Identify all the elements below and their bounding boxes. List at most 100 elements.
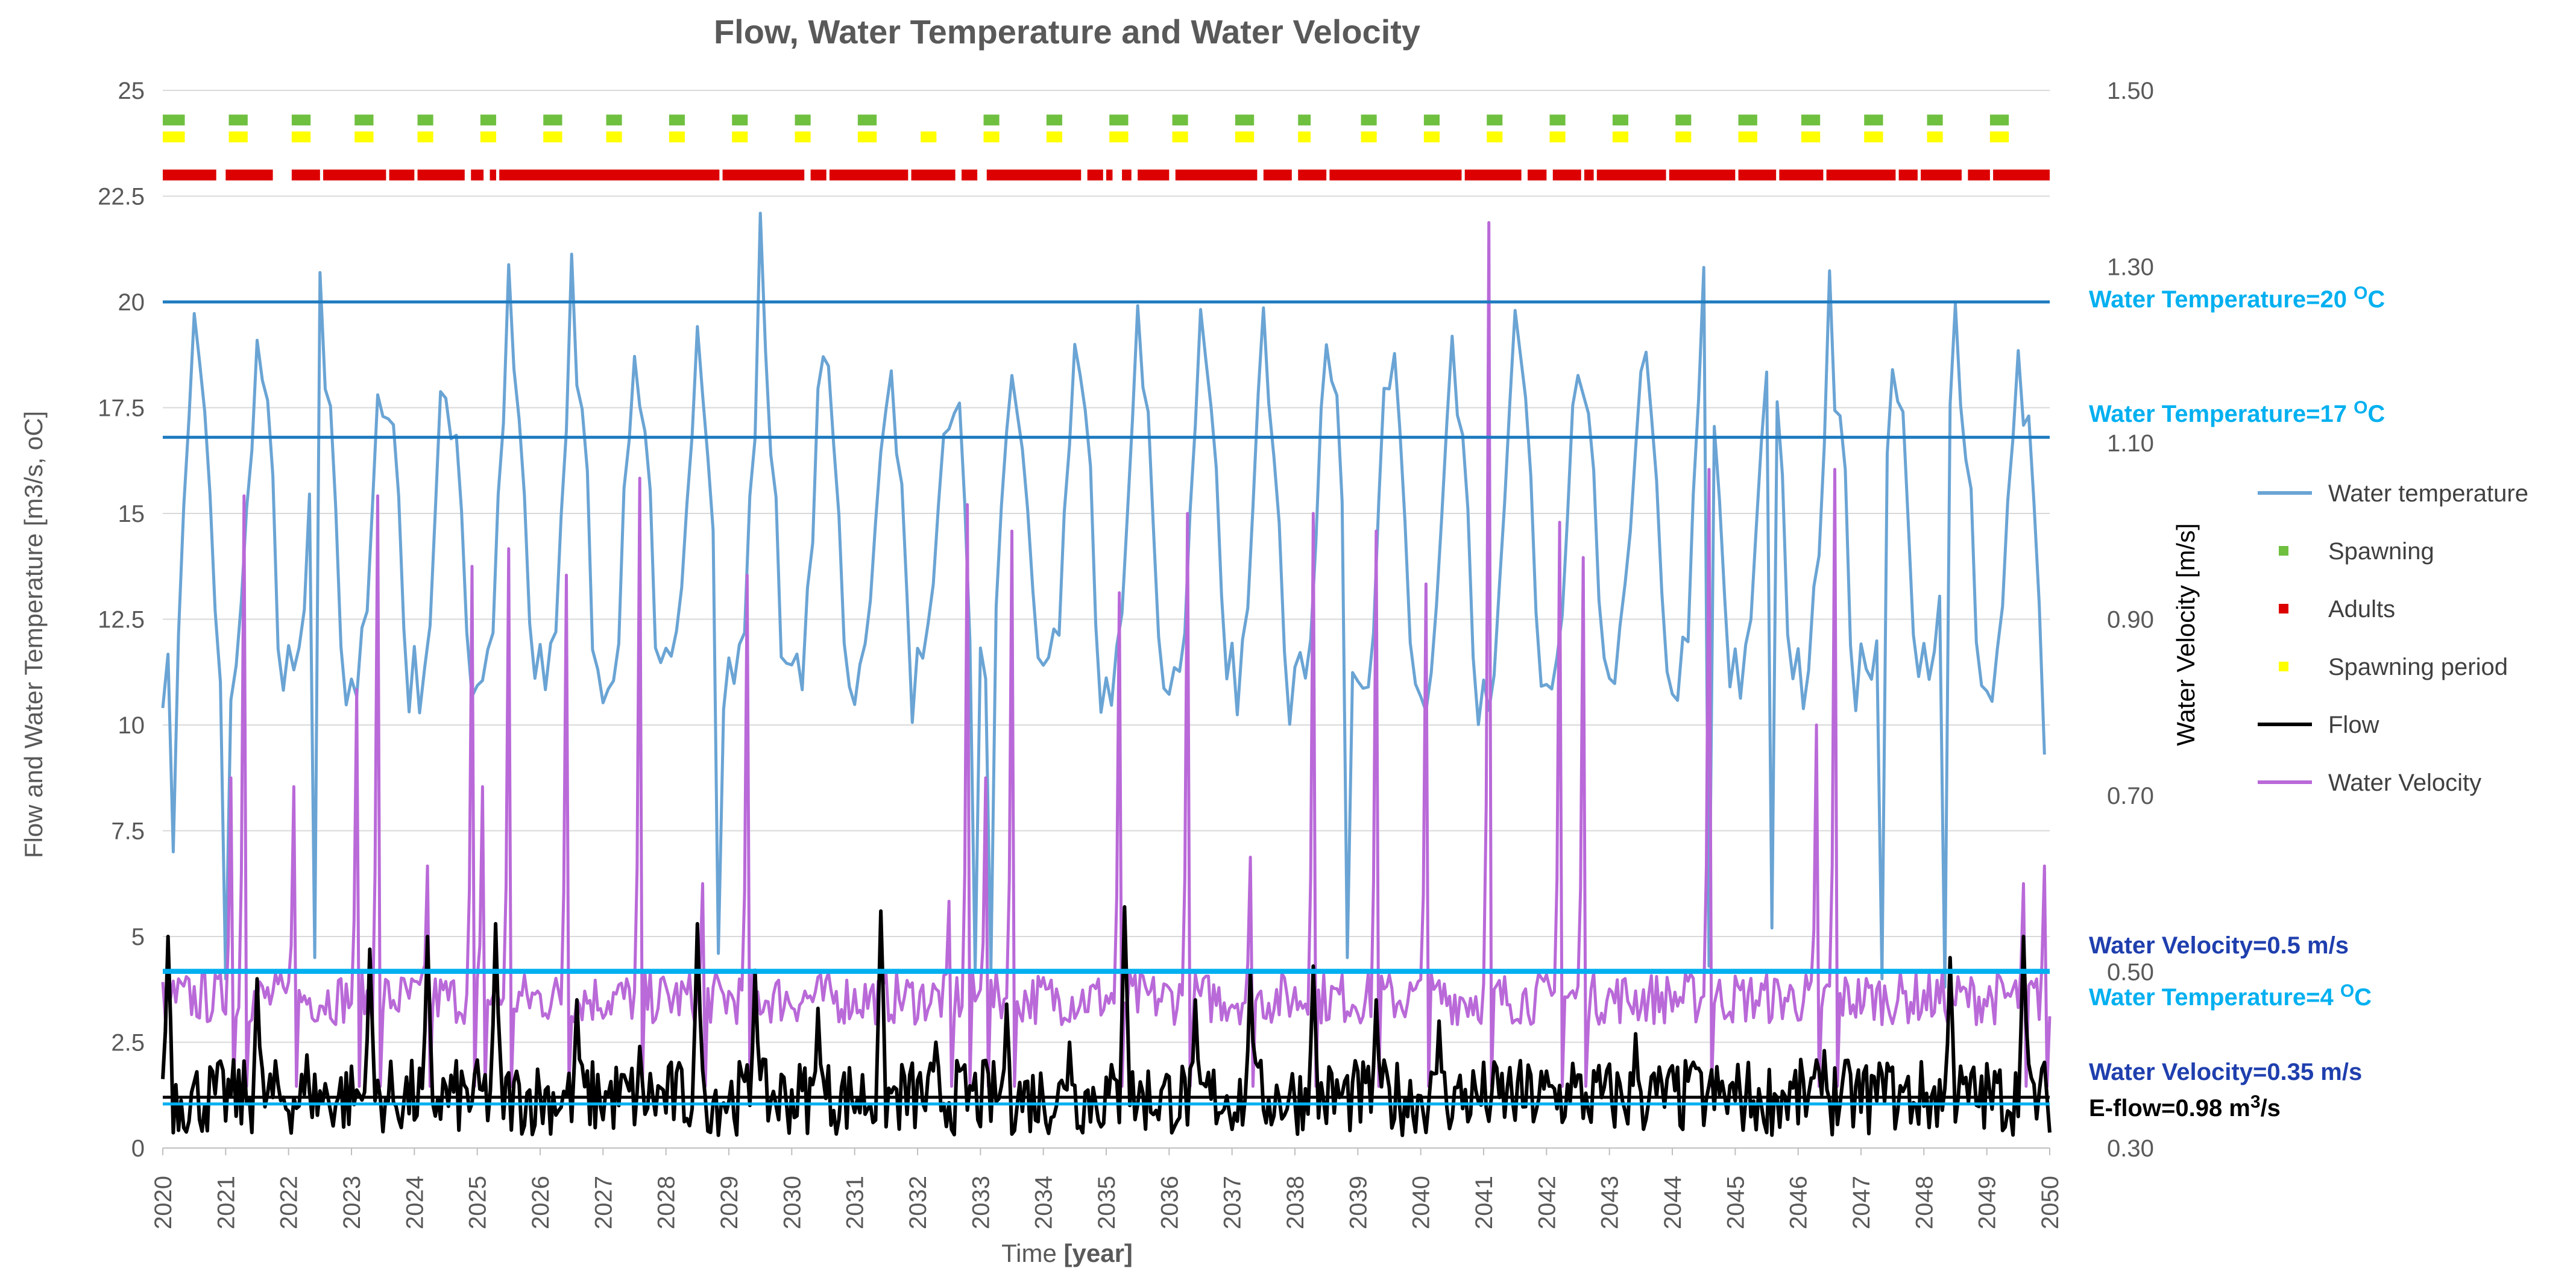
indicator-adults-mark <box>1584 169 1594 181</box>
indicator-spawning-period-mark <box>1423 131 1440 143</box>
indicator-spawning-period-mark <box>669 131 685 143</box>
indicator-spawning-period-mark <box>857 131 877 143</box>
y-left-tick-label: 7.5 <box>111 818 145 845</box>
indicator-adults-mark <box>1528 169 1547 181</box>
indicator-spawning-period-mark <box>1487 131 1503 143</box>
x-tick-label: 2030 <box>779 1176 805 1229</box>
indicator-adults-mark <box>163 169 216 181</box>
indicator-adults-mark <box>1738 169 1777 181</box>
series-water-velocity-line <box>161 221 2052 1088</box>
x-tick-label: 2032 <box>905 1176 931 1229</box>
indicator-spawning-mark <box>543 115 562 126</box>
indicator-spawning-period-mark <box>1675 131 1692 143</box>
y-left-tick-label: 25 <box>118 78 145 104</box>
indicator-spawning-period-mark <box>1989 131 2009 143</box>
x-tick-label: 2038 <box>1282 1176 1309 1229</box>
indicator-spawning-period-mark <box>983 131 1000 143</box>
x-tick-label: 2040 <box>1408 1176 1435 1229</box>
indicator-spawning-mark <box>1046 115 1062 126</box>
y-left-tick-label: 15 <box>118 501 145 527</box>
indicator-spawning-period-mark <box>1109 131 1129 143</box>
x-tick-label: 2023 <box>339 1176 365 1229</box>
y-right-tick-label: 0.50 <box>2107 959 2154 986</box>
x-tick-label: 2031 <box>842 1176 869 1229</box>
indicator-adults-mark <box>323 169 386 181</box>
series-water-temperature-line <box>161 212 2046 989</box>
indicator-adults-mark <box>1464 169 1522 181</box>
indicator-spawning-period-mark <box>1172 131 1188 143</box>
indicator-adults-mark <box>417 169 465 181</box>
indicator-spawning-mark <box>1612 115 1628 126</box>
tick-layer: 0 2.5 5 7.5 10 12.5 15 17.5 20 22.5 25 0.30 0.50 0.70… <box>98 78 2154 1229</box>
indicator-adults-mark <box>490 169 496 181</box>
indicator-spawning-period-mark <box>1235 131 1255 143</box>
y-left-tick-label: 12.5 <box>98 607 145 633</box>
x-tick-label: 2039 <box>1345 1176 1371 1229</box>
indicator-adults-mark <box>1263 169 1292 181</box>
x-axis-label: Time [year] <box>1001 1239 1133 1267</box>
indicator-spawning-mark <box>732 115 748 126</box>
indicator-spawning-mark <box>354 115 374 126</box>
indicator-spawning-period-mark <box>1801 131 1821 143</box>
x-tick-label: 2028 <box>653 1176 680 1229</box>
indicator-spawning-period-mark <box>354 131 374 143</box>
indicator-spawning-mark <box>480 115 496 126</box>
legend-label-flow: Flow <box>2328 712 2379 738</box>
legend-swatch-spawning <box>2279 546 2288 556</box>
reference-line-label: Water Temperature=4 OC <box>2089 981 2372 1011</box>
reference-line-label-sup: O <box>2354 398 2367 418</box>
x-tick-label: 2021 <box>213 1176 239 1229</box>
indicator-spawning-mark <box>1172 115 1188 126</box>
legend: Water temperature Spawning Adults Spawning … <box>2258 480 2528 796</box>
reference-line-label: Water Temperature=17 OC <box>2089 398 2385 427</box>
reference-line-label-sup: 3 <box>2250 1092 2261 1112</box>
indicator-adults-mark <box>1669 169 1736 181</box>
x-tick-label: 2044 <box>1660 1176 1686 1229</box>
indicator-spawning-period-mark <box>417 131 433 143</box>
legend-label-water-temperature: Water temperature <box>2328 480 2528 507</box>
indicator-spawning-mark <box>1738 115 1757 126</box>
indicator-spawning-period-mark <box>1738 131 1757 143</box>
reference-line-label-text: Water Temperature=4 <box>2089 984 2340 1011</box>
y-right-tick-label: 0.70 <box>2107 783 2154 809</box>
x-tick-label: 2033 <box>968 1176 994 1229</box>
indicator-adults-mark <box>389 169 415 181</box>
indicator-spawning-period-mark <box>1612 131 1628 143</box>
legend-swatch-spawning-period <box>2279 662 2288 671</box>
indicator-adults-mark <box>291 169 320 181</box>
x-tick-label: 2050 <box>2037 1176 2064 1229</box>
reference-line-label-text: Water Temperature=20 <box>2089 286 2354 313</box>
x-tick-label: 2026 <box>527 1176 554 1229</box>
indicator-spawning-mark <box>1864 115 1883 126</box>
indicator-spawning-period-mark <box>228 131 248 143</box>
indicator-spawning-period-mark <box>1864 131 1883 143</box>
legend-label-water-velocity: Water Velocity <box>2328 770 2481 796</box>
y-right-tick-label: 1.50 <box>2107 78 2154 104</box>
indicator-adults-mark <box>1968 169 1990 181</box>
chart-title: Flow, Water Temperature and Water Veloci… <box>714 13 1420 51</box>
reference-line-label-text: Water Velocity=0.35 m/s <box>2089 1059 2362 1085</box>
indicator-adults-mark <box>911 169 956 181</box>
reference-line-label: Water Temperature=20 OC <box>2089 283 2385 313</box>
y-left-tick-label: 2.5 <box>111 1030 145 1056</box>
x-tick-label: 2036 <box>1156 1176 1183 1229</box>
x-tick-label: 2049 <box>1974 1176 2001 1229</box>
indicator-spawning-period-mark <box>1549 131 1566 143</box>
indicator-spawning-mark <box>795 115 811 126</box>
indicator-adults-mark <box>810 169 827 181</box>
x-tick-label: 2024 <box>402 1176 428 1229</box>
indicator-adults-mark <box>471 169 484 181</box>
x-axis-label-text: Time <box>1001 1239 1057 1267</box>
indicator-spawning-mark <box>1109 115 1129 126</box>
indicator-spawning-mark <box>417 115 433 126</box>
indicator-spawning-period-mark <box>732 131 748 143</box>
legend-label-spawning-period: Spawning period <box>2328 654 2508 680</box>
indicator-spawning-period-mark <box>921 131 937 143</box>
reference-line-label-sup: O <box>2340 981 2354 1001</box>
y-left-tick-label: 0 <box>131 1135 145 1162</box>
reference-line-label: Water Velocity=0.35 m/s <box>2089 1059 2362 1085</box>
indicator-spawning-period-mark <box>163 131 185 143</box>
indicator-adults-mark <box>1087 169 1103 181</box>
indicator-adults-mark <box>1175 169 1258 181</box>
